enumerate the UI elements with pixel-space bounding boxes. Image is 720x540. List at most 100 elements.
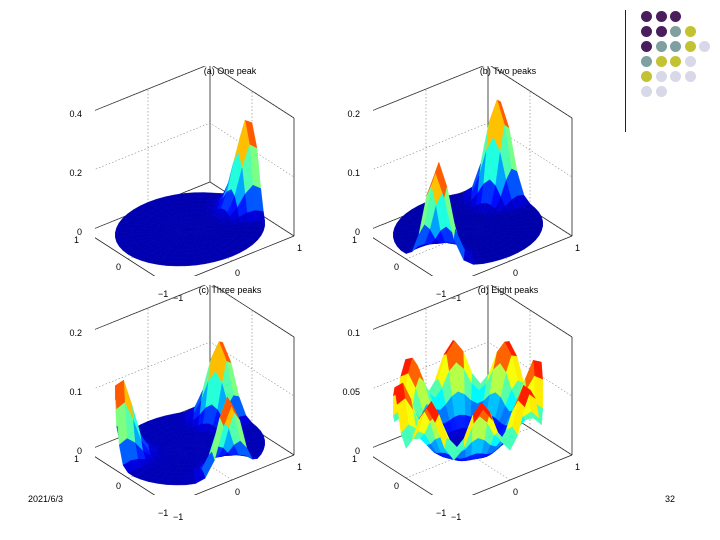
decorative-dot bbox=[684, 56, 696, 67]
surface-patch bbox=[187, 240, 193, 246]
grid-line bbox=[373, 66, 573, 119]
decorative-dot bbox=[655, 26, 667, 37]
slide-date: 2021/6/3 bbox=[28, 494, 64, 504]
surface-patch bbox=[148, 225, 159, 229]
surface-plot-panel: (b) Two peaks 0 0.1 0.2 −1 0 1 1 0 −1 bbox=[347, 66, 643, 302]
surface-patch bbox=[534, 220, 544, 227]
axis-line bbox=[373, 235, 573, 276]
z-tick-label: 0.1 bbox=[69, 386, 82, 397]
surface-patch bbox=[246, 225, 257, 231]
z-tick-label: 0.05 bbox=[342, 386, 360, 397]
surface-mesh bbox=[392, 339, 544, 462]
surface-plot-panel: (c) Three peaks 0 0.1 0.2 −1 0 1 1 0 −1 bbox=[69, 285, 365, 521]
surface-patch bbox=[185, 200, 194, 206]
grid-line bbox=[373, 285, 573, 338]
surface-patch bbox=[471, 251, 481, 257]
decorative-vertical-line bbox=[625, 10, 626, 132]
surface-patch bbox=[140, 224, 151, 229]
decorative-dot bbox=[670, 71, 681, 82]
grid-line bbox=[373, 122, 573, 178]
surface-patch bbox=[247, 440, 257, 446]
x-tick-label: 1 bbox=[575, 461, 581, 472]
surface-patch bbox=[500, 227, 510, 231]
surface-patch bbox=[517, 222, 527, 228]
surface-patch bbox=[185, 260, 196, 267]
z-tick-label: 0.2 bbox=[69, 327, 82, 338]
y-tick-label: 1 bbox=[352, 453, 358, 464]
x-tick-label: 1 bbox=[297, 242, 303, 253]
surface-patch bbox=[516, 226, 527, 231]
x-tick-label: 0 bbox=[513, 267, 519, 278]
y-tick-label: 0 bbox=[394, 261, 400, 272]
surface-patch bbox=[246, 210, 257, 222]
decorative-dot bbox=[684, 26, 696, 37]
surface-plot-svg bbox=[95, 285, 295, 495]
x-tick-label: 1 bbox=[297, 461, 303, 472]
decorative-dot bbox=[655, 11, 667, 22]
surface-plot-svg bbox=[373, 66, 573, 276]
slide-page-number: 32 bbox=[665, 494, 676, 504]
decorative-dot bbox=[670, 56, 681, 67]
axis-line bbox=[95, 285, 295, 338]
z-tick-label: 0.1 bbox=[347, 327, 360, 338]
grid-line bbox=[95, 285, 295, 338]
y-tick-label: 0 bbox=[394, 480, 400, 491]
surface-patch bbox=[114, 227, 125, 233]
axis-line bbox=[95, 454, 295, 495]
decorative-dot bbox=[641, 26, 652, 37]
x-tick-label: −1 bbox=[451, 511, 462, 522]
surface-patch bbox=[254, 210, 265, 222]
surface-plot-svg bbox=[373, 285, 573, 495]
surface-patch bbox=[193, 192, 205, 197]
z-tick-label: 0 bbox=[354, 226, 360, 237]
x-tick-label: 0 bbox=[235, 267, 241, 278]
surface-patch bbox=[175, 480, 187, 486]
grid-line bbox=[95, 341, 295, 397]
decorative-dot bbox=[684, 41, 696, 52]
x-tick-label: −1 bbox=[173, 511, 184, 522]
surface-patch bbox=[177, 476, 187, 482]
decorative-dot bbox=[641, 11, 652, 22]
z-tick-label: 0 bbox=[76, 445, 82, 456]
y-tick-label: 0 bbox=[116, 261, 122, 272]
y-tick-label: 1 bbox=[74, 453, 80, 464]
surface-patch bbox=[192, 200, 202, 206]
z-tick-label: 0.4 bbox=[69, 108, 82, 119]
surface-mesh bbox=[114, 341, 266, 486]
plot-title: (b) Two peaks bbox=[479, 66, 537, 76]
x-tick-label: −1 bbox=[451, 292, 462, 303]
surface-patch bbox=[255, 225, 266, 231]
x-tick-label: −1 bbox=[173, 292, 184, 303]
decorative-dot bbox=[670, 41, 681, 52]
decorative-dot bbox=[655, 86, 667, 97]
surface-patch bbox=[255, 444, 266, 450]
axis-line bbox=[373, 454, 573, 495]
surface-plot-panel: (d) Eight peaks 0 0.05 0.1 −1 0 1 1 0 −1 bbox=[342, 285, 643, 521]
surface-patch bbox=[525, 221, 535, 227]
x-tick-label: 0 bbox=[235, 486, 241, 497]
plot-title: (c) Three peaks bbox=[198, 285, 262, 295]
z-tick-label: 0.1 bbox=[347, 167, 360, 178]
surface-patch bbox=[471, 255, 482, 261]
surface-patch bbox=[238, 226, 249, 231]
decorative-dot bbox=[655, 41, 667, 52]
surface-patch bbox=[533, 225, 544, 231]
z-tick-label: 0 bbox=[76, 226, 82, 237]
surface-patch bbox=[401, 227, 412, 233]
surface-patch bbox=[193, 196, 203, 202]
grid-line bbox=[95, 122, 295, 178]
surface-patch bbox=[508, 226, 519, 231]
grid-line bbox=[95, 181, 295, 237]
plot-title: (a) One peak bbox=[203, 66, 257, 76]
y-tick-label: −1 bbox=[436, 507, 447, 518]
axis-line bbox=[95, 235, 295, 276]
y-tick-label: −1 bbox=[158, 288, 169, 299]
surface-patch bbox=[186, 248, 194, 254]
z-tick-label: 0.2 bbox=[69, 167, 82, 178]
surface-patch bbox=[230, 226, 241, 231]
decorative-dot bbox=[699, 41, 710, 52]
z-tick-label: 0 bbox=[354, 445, 360, 456]
decorative-dot bbox=[655, 56, 667, 67]
axis-line bbox=[95, 66, 295, 119]
